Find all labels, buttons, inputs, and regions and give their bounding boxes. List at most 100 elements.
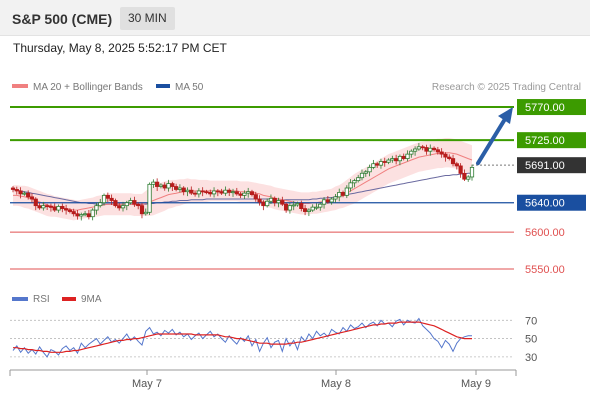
candle [458, 163, 463, 178]
candle-body [151, 181, 156, 185]
candle-body [18, 190, 23, 195]
candle-body [352, 180, 357, 184]
candle-body [242, 192, 247, 196]
candle-body [82, 213, 88, 216]
candle [439, 148, 444, 158]
chart-timestamp: Thursday, May 8, 2025 5:52:17 PM CET [13, 41, 227, 55]
candle [98, 198, 103, 208]
candle-body [227, 189, 232, 193]
candle-body [397, 155, 403, 162]
candle-body [340, 192, 346, 196]
level-5550-00: 5550.00 [10, 264, 565, 276]
candle-body [265, 200, 270, 207]
time-axis-label: May 7 [132, 378, 162, 390]
candle-body [310, 206, 315, 211]
candle [10, 186, 16, 193]
candle [299, 200, 304, 212]
candle-body [386, 159, 391, 163]
candle [79, 212, 84, 221]
candle-body [375, 163, 380, 166]
candle [291, 201, 296, 211]
candle-body [276, 200, 281, 204]
candle-body [378, 161, 384, 166]
candle-body [462, 172, 467, 180]
candle-body [447, 156, 452, 159]
candle-body [41, 205, 46, 209]
candle [90, 208, 95, 221]
candle-body [230, 191, 236, 194]
candle [386, 158, 391, 165]
candle-body [196, 190, 201, 195]
candle-body [409, 150, 414, 155]
candle [333, 194, 338, 203]
candle [310, 204, 315, 212]
candle [64, 204, 69, 215]
rsi-legend: RSI 9MA [12, 294, 102, 305]
candle-body [295, 203, 300, 206]
candle-body [113, 200, 118, 207]
candle [435, 146, 440, 155]
candle [306, 208, 311, 217]
candle-body [64, 208, 69, 211]
candle [105, 192, 110, 202]
candle [363, 169, 368, 177]
candle [409, 149, 414, 158]
candle-body [204, 191, 209, 194]
candle-body [318, 203, 323, 208]
candle [60, 203, 65, 213]
rsi-tick-label: 70 [525, 315, 537, 327]
candle-body [128, 200, 133, 204]
candle-body [363, 171, 368, 174]
candle-body [75, 213, 80, 217]
candle-body [454, 163, 459, 167]
ma50-line [12, 172, 472, 205]
candle [120, 201, 126, 212]
candle [132, 196, 137, 207]
candle [280, 196, 285, 207]
candle [443, 152, 448, 162]
candle-body [333, 196, 338, 200]
rsi-tick-label: 30 [525, 352, 537, 364]
candle-body [401, 155, 406, 159]
level-5600-00: 5600.00 [10, 227, 565, 239]
candle [242, 190, 247, 199]
candle [359, 169, 365, 181]
time-axis: May 7 May 8 May 9 [9, 369, 517, 390]
candle-body [435, 149, 440, 153]
support-label: 5600.00 [525, 227, 565, 239]
candle-body [428, 147, 433, 152]
candle [378, 158, 384, 169]
candle-body [302, 208, 308, 212]
candle-body [26, 192, 31, 198]
candle-body [382, 161, 387, 163]
candle-body [185, 189, 190, 193]
current-price-tag [517, 157, 586, 174]
time-axis-label: May 9 [461, 378, 491, 390]
candle-body [443, 153, 448, 158]
candle [33, 197, 38, 211]
candle-body [238, 193, 243, 196]
candle-body [431, 147, 437, 151]
candle [462, 169, 467, 182]
candle-body [219, 191, 224, 194]
candle-body [90, 209, 95, 218]
candle [253, 191, 258, 202]
candle-body [52, 206, 57, 211]
candle-body [424, 147, 429, 152]
candle [356, 174, 361, 183]
candle-body [94, 205, 99, 211]
candle [405, 150, 410, 162]
timeframe-button[interactable]: 30 MIN [120, 7, 175, 30]
candle [147, 182, 152, 216]
rsi-ma-line [13, 321, 472, 353]
candle-body [208, 192, 213, 195]
candle [196, 188, 201, 198]
candle-body [469, 166, 475, 178]
candles [10, 143, 475, 221]
candle [29, 193, 35, 203]
candle-body [306, 209, 311, 212]
rsi-panel: 70 50 30 [10, 315, 537, 364]
candle-body [412, 148, 418, 152]
candle-body [348, 182, 353, 189]
candle-body [155, 181, 160, 187]
